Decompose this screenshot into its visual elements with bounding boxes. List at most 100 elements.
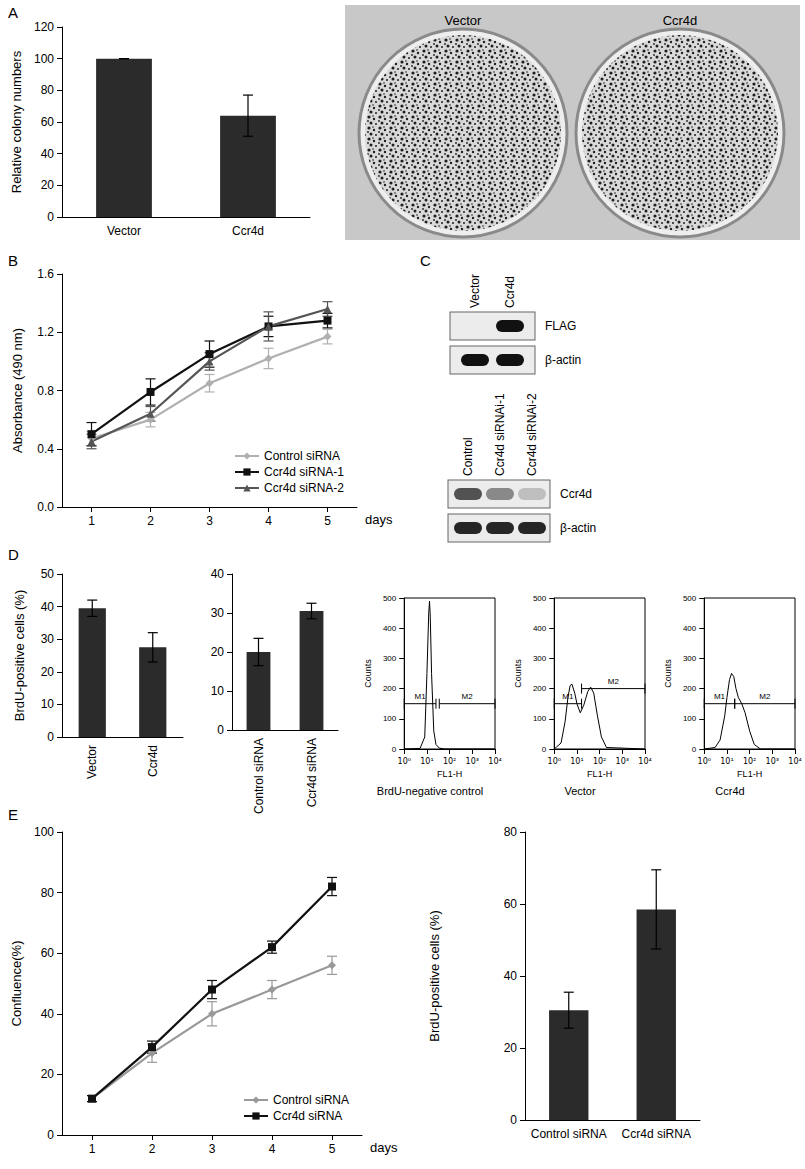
svg-text:β-actin: β-actin: [560, 521, 596, 535]
svg-text:60: 60: [41, 115, 55, 129]
svg-text:M1: M1: [415, 692, 427, 701]
svg-text:80: 80: [41, 83, 55, 97]
svg-text:BrdU-positive cells (%): BrdU-positive cells (%): [12, 590, 27, 721]
svg-text:10²: 10²: [443, 757, 456, 766]
svg-text:400: 400: [683, 624, 697, 633]
svg-text:120: 120: [34, 20, 54, 34]
svg-text:500: 500: [683, 594, 697, 603]
svg-text:300: 300: [683, 654, 697, 663]
svg-text:0: 0: [47, 730, 54, 744]
svg-text:400: 400: [533, 624, 547, 633]
svg-text:1.2: 1.2: [37, 325, 54, 339]
svg-text:Control siRNA: Control siRNA: [531, 1127, 607, 1141]
svg-text:60: 60: [504, 897, 518, 911]
svg-text:Counts: Counts: [663, 659, 673, 688]
svg-text:400: 400: [383, 624, 397, 633]
svg-text:10³: 10³: [766, 757, 779, 766]
svg-text:100: 100: [34, 825, 54, 839]
svg-text:M1: M1: [562, 692, 574, 701]
svg-text:200: 200: [533, 684, 547, 693]
svg-text:0: 0: [47, 1128, 54, 1142]
svg-text:Ccr4d siRNA: Ccr4d siRNA: [273, 1109, 342, 1123]
svg-text:Confluence(%): Confluence(%): [9, 941, 24, 1027]
svg-text:1.6: 1.6: [37, 267, 54, 281]
svg-text:500: 500: [533, 594, 547, 603]
svg-text:Counts: Counts: [363, 659, 373, 688]
svg-text:FL1-H: FL1-H: [587, 769, 612, 779]
svg-text:4: 4: [265, 514, 272, 528]
svg-text:BrdU-positive cells (%): BrdU-positive cells (%): [427, 910, 442, 1041]
svg-text:1: 1: [88, 514, 95, 528]
svg-text:5: 5: [329, 1142, 336, 1156]
svg-text:10¹: 10¹: [720, 757, 733, 766]
svg-text:3: 3: [209, 1142, 216, 1156]
svg-text:40: 40: [41, 1007, 55, 1021]
svg-text:Absorbance (490 nm): Absorbance (490 nm): [10, 328, 25, 453]
svg-text:FL1-H: FL1-H: [737, 769, 762, 779]
svg-text:300: 300: [533, 654, 547, 663]
svg-text:40: 40: [504, 969, 518, 983]
svg-text:300: 300: [383, 654, 397, 663]
svg-text:FLAG: FLAG: [545, 319, 576, 333]
svg-text:β-actin: β-actin: [545, 353, 581, 367]
svg-text:4: 4: [269, 1142, 276, 1156]
svg-text:0: 0: [692, 745, 697, 754]
svg-text:0: 0: [542, 745, 547, 754]
svg-text:80: 80: [504, 825, 518, 839]
svg-text:2: 2: [147, 514, 154, 528]
svg-text:10⁰: 10⁰: [548, 757, 561, 766]
svg-text:20: 20: [504, 1041, 518, 1055]
svg-text:10¹: 10¹: [570, 757, 583, 766]
svg-text:Ccr4d: Ccr4d: [715, 785, 744, 797]
svg-text:Ccr4d siRNA: Ccr4d siRNA: [305, 738, 319, 807]
svg-text:3: 3: [206, 514, 213, 528]
svg-text:30: 30: [211, 606, 225, 620]
svg-text:0: 0: [217, 723, 224, 737]
svg-text:40: 40: [211, 567, 225, 581]
svg-text:10³: 10³: [466, 757, 479, 766]
svg-text:Counts: Counts: [513, 659, 523, 688]
svg-text:Ccr4d: Ccr4d: [232, 224, 264, 238]
svg-text:10²: 10²: [593, 757, 606, 766]
svg-text:Relative colony numbers: Relative colony numbers: [9, 50, 24, 193]
svg-text:Vector: Vector: [564, 785, 596, 797]
svg-text:10⁴: 10⁴: [488, 757, 501, 766]
svg-text:40: 40: [41, 147, 55, 161]
svg-text:Ccr4d siRNA-2: Ccr4d siRNA-2: [264, 481, 344, 495]
svg-text:Control siRNA: Control siRNA: [273, 1093, 349, 1107]
svg-text:days: days: [365, 512, 393, 527]
svg-text:M1: M1: [714, 692, 726, 701]
svg-text:2: 2: [149, 1142, 156, 1156]
svg-text:20: 20: [41, 665, 55, 679]
svg-text:Control siRNA: Control siRNA: [264, 449, 340, 463]
svg-text:M2: M2: [462, 692, 474, 701]
svg-text:Ccr4d: Ccr4d: [560, 487, 592, 501]
svg-text:0: 0: [47, 210, 54, 224]
svg-text:0.4: 0.4: [37, 442, 54, 456]
svg-text:40: 40: [41, 600, 55, 614]
svg-text:FL1-H: FL1-H: [437, 769, 462, 779]
svg-text:Vector: Vector: [445, 13, 483, 28]
svg-text:Vector: Vector: [107, 224, 141, 238]
svg-text:Ccr4d: Ccr4d: [146, 745, 160, 777]
svg-text:Vector: Vector: [85, 745, 99, 779]
svg-text:30: 30: [41, 632, 55, 646]
svg-text:200: 200: [683, 684, 697, 693]
svg-text:20: 20: [41, 178, 55, 192]
svg-text:10⁰: 10⁰: [698, 757, 711, 766]
svg-text:BrdU-negative control: BrdU-negative control: [377, 785, 483, 797]
svg-text:Ccr4d: Ccr4d: [503, 276, 517, 308]
svg-text:80: 80: [41, 886, 55, 900]
svg-text:10⁴: 10⁴: [788, 757, 801, 766]
svg-text:10²: 10²: [743, 757, 756, 766]
svg-text:10: 10: [41, 697, 55, 711]
svg-text:10¹: 10¹: [420, 757, 433, 766]
svg-text:100: 100: [533, 714, 547, 723]
svg-text:Control siRNA: Control siRNA: [252, 738, 266, 814]
svg-text:0.0: 0.0: [37, 500, 54, 514]
svg-text:100: 100: [683, 714, 697, 723]
svg-text:0: 0: [510, 1113, 517, 1127]
svg-text:10⁰: 10⁰: [398, 757, 411, 766]
svg-text:Ccr4d siRNAi-2: Ccr4d siRNAi-2: [525, 393, 539, 476]
svg-text:200: 200: [383, 684, 397, 693]
